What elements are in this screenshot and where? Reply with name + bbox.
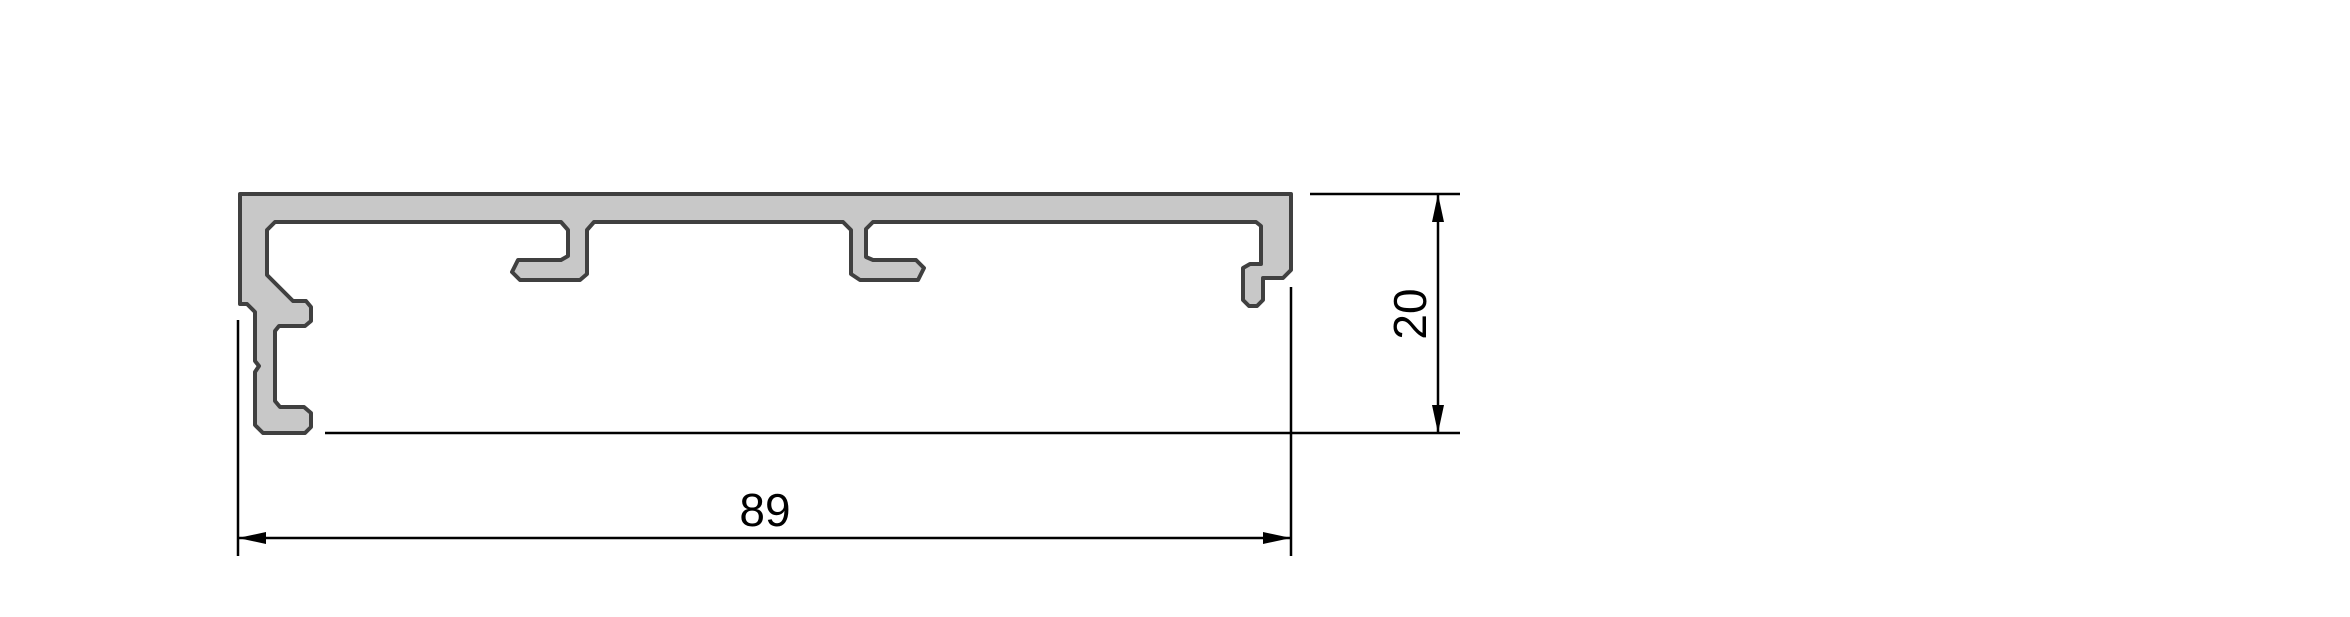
height-arrow-bottom bbox=[1432, 405, 1444, 433]
height-arrow-top bbox=[1432, 194, 1444, 222]
aluminium-profile-section bbox=[238, 192, 1293, 435]
width-arrow-left bbox=[238, 532, 266, 544]
width-dimension-label: 89 bbox=[739, 484, 790, 536]
height-dimension-label: 20 bbox=[1384, 288, 1436, 339]
width-arrow-right bbox=[1263, 532, 1291, 544]
